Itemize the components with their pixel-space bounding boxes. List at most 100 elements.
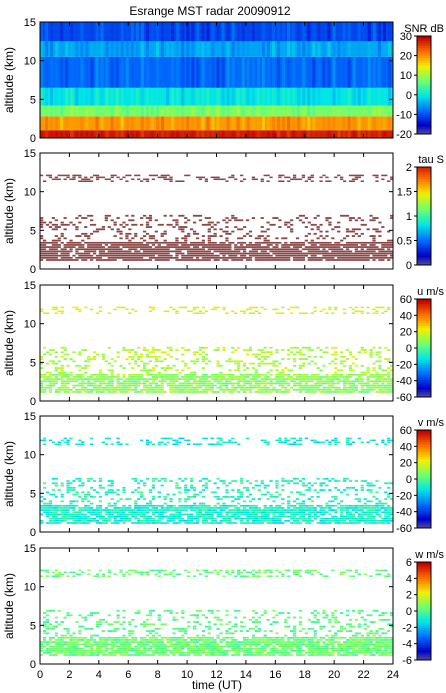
snr-cell: [261, 22, 265, 42]
data-cell: [237, 362, 241, 365]
snr-cell: [60, 116, 64, 131]
data-cell: [45, 252, 50, 255]
data-cell: [384, 517, 388, 520]
data-cell: [101, 355, 106, 358]
data-cell: [54, 362, 58, 365]
data-cell: [78, 252, 82, 255]
data-cell: [237, 495, 241, 498]
data-cell: [148, 241, 153, 244]
snr-cell: [387, 41, 391, 57]
data-cell: [160, 513, 164, 516]
data-cell: [337, 522, 341, 524]
data-cell: [107, 226, 111, 228]
data-cell: [266, 254, 270, 257]
data-cell: [231, 217, 235, 219]
data-cell: [210, 519, 214, 522]
data-cell: [272, 509, 276, 511]
data-cell: [295, 507, 300, 509]
data-cell: [163, 511, 167, 514]
data-cell: [237, 443, 241, 445]
data-cell: [298, 502, 303, 505]
data-cell: [225, 489, 229, 491]
data-cell: [195, 517, 200, 520]
data-cell: [142, 346, 147, 349]
data-cell: [366, 513, 370, 516]
data-cell: [345, 386, 350, 389]
snr-cell: [357, 22, 361, 42]
data-cell: [140, 382, 144, 385]
data-cell: [104, 178, 108, 181]
data-cell: [301, 176, 306, 179]
snr-cell: [216, 87, 220, 106]
data-cell: [219, 437, 223, 440]
data-cell: [78, 515, 82, 518]
data-cell: [231, 351, 235, 354]
data-cell: [198, 353, 203, 356]
data-cell: [375, 310, 379, 313]
data-cell: [87, 252, 91, 255]
data-cell: [363, 371, 367, 374]
data-cell: [45, 241, 50, 244]
data-cell: [360, 484, 364, 487]
y-tick-label: 15: [24, 17, 36, 29]
data-cell: [110, 252, 114, 255]
data-cell: [298, 252, 303, 255]
data-cell: [119, 248, 123, 251]
snr-cell: [337, 130, 341, 138]
data-cell: [363, 254, 367, 257]
data-cell: [328, 248, 332, 251]
data-cell: [266, 244, 270, 246]
data-cell: [366, 391, 370, 393]
snr-cell: [327, 41, 331, 57]
data-cell: [116, 515, 120, 518]
data-cell: [48, 391, 53, 393]
data-cell: [160, 380, 164, 383]
snr-cell: [50, 105, 54, 117]
data-cell: [72, 519, 76, 522]
data-cell: [181, 360, 185, 363]
snr-cell: [211, 105, 215, 117]
data-cell: [178, 517, 182, 520]
data-cell: [163, 373, 167, 376]
data-cell: [151, 391, 156, 393]
data-cell: [178, 252, 182, 255]
data-cell: [187, 513, 191, 516]
data-cell: [116, 252, 120, 255]
data-cell: [292, 437, 297, 440]
data-cell: [198, 241, 203, 244]
data-cell: [375, 246, 379, 248]
data-cell: [172, 443, 176, 445]
snr-cell: [327, 87, 331, 106]
data-cell: [281, 386, 285, 389]
data-cell: [42, 511, 47, 514]
data-cell: [292, 246, 297, 248]
data-cell: [387, 244, 391, 246]
snr-cell: [90, 105, 94, 117]
data-cell: [192, 486, 197, 489]
data-cell: [251, 362, 256, 365]
snr-cell: [90, 56, 94, 88]
data-cell: [234, 256, 238, 259]
data-cell: [184, 364, 188, 367]
snr-cell: [176, 87, 180, 106]
data-cell: [192, 214, 197, 217]
data-cell: [116, 380, 120, 383]
data-cell: [140, 391, 144, 393]
data-cell: [207, 254, 211, 257]
data-cell: [142, 244, 147, 246]
data-cell: [354, 252, 358, 255]
data-cell: [87, 522, 91, 524]
data-cell: [275, 360, 279, 363]
data-cell: [348, 230, 353, 233]
snr-cell: [50, 41, 54, 57]
data-cell: [213, 373, 217, 376]
data-cell: [316, 522, 320, 524]
data-cell: [195, 250, 200, 253]
data-cell: [345, 373, 350, 376]
data-cell: [187, 378, 191, 380]
data-cell: [154, 250, 158, 253]
data-cell: [354, 244, 358, 246]
data-cell: [254, 384, 258, 387]
data-cell: [95, 513, 100, 516]
data-cell: [113, 517, 117, 520]
